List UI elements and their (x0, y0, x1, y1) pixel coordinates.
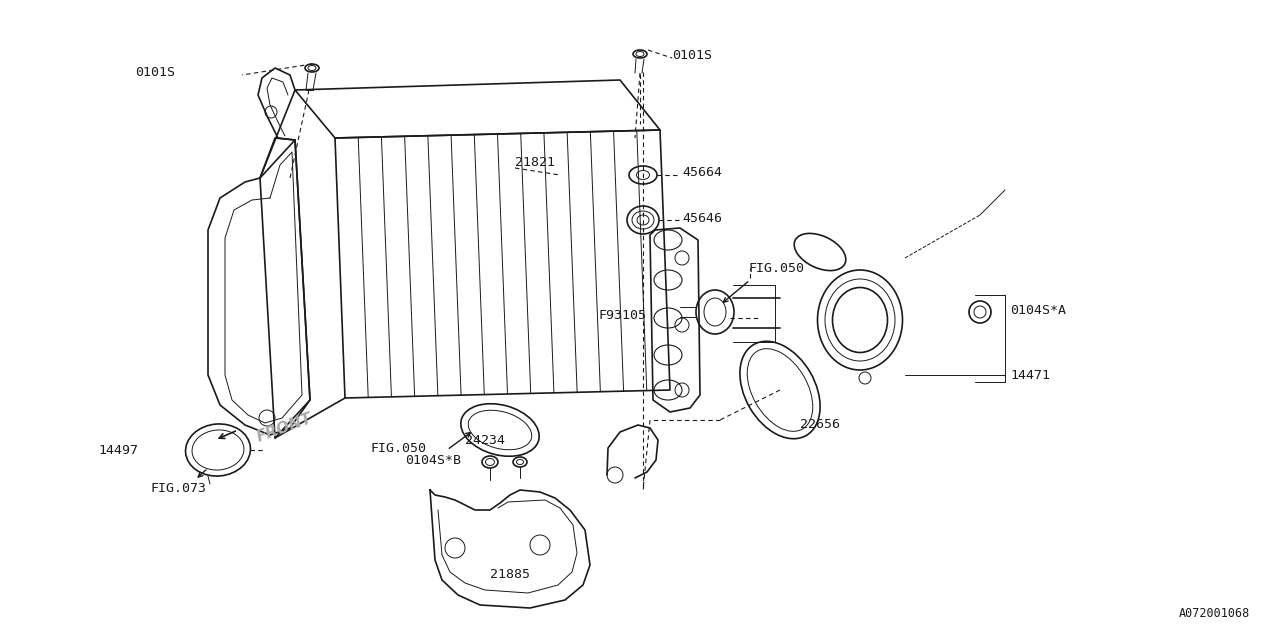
Text: 0104S*B: 0104S*B (404, 454, 461, 467)
Text: 21821: 21821 (515, 156, 556, 168)
Text: 14497: 14497 (99, 444, 138, 456)
Text: 45646: 45646 (682, 211, 722, 225)
Text: A072001068: A072001068 (1179, 607, 1251, 620)
Text: 24234: 24234 (465, 433, 506, 447)
Text: FRONT: FRONT (255, 411, 315, 445)
Text: 21885: 21885 (490, 568, 530, 582)
Text: FIG.073: FIG.073 (150, 481, 206, 495)
Text: F93105: F93105 (599, 308, 646, 321)
Text: FIG.050: FIG.050 (370, 442, 426, 454)
Text: 0101S: 0101S (134, 65, 175, 79)
Text: FIG.050: FIG.050 (748, 262, 804, 275)
Text: 0104S*A: 0104S*A (1010, 303, 1066, 317)
Text: 14471: 14471 (1010, 369, 1050, 381)
Text: 0101S: 0101S (672, 49, 712, 61)
Text: 45664: 45664 (682, 166, 722, 179)
Text: 22656: 22656 (800, 419, 840, 431)
